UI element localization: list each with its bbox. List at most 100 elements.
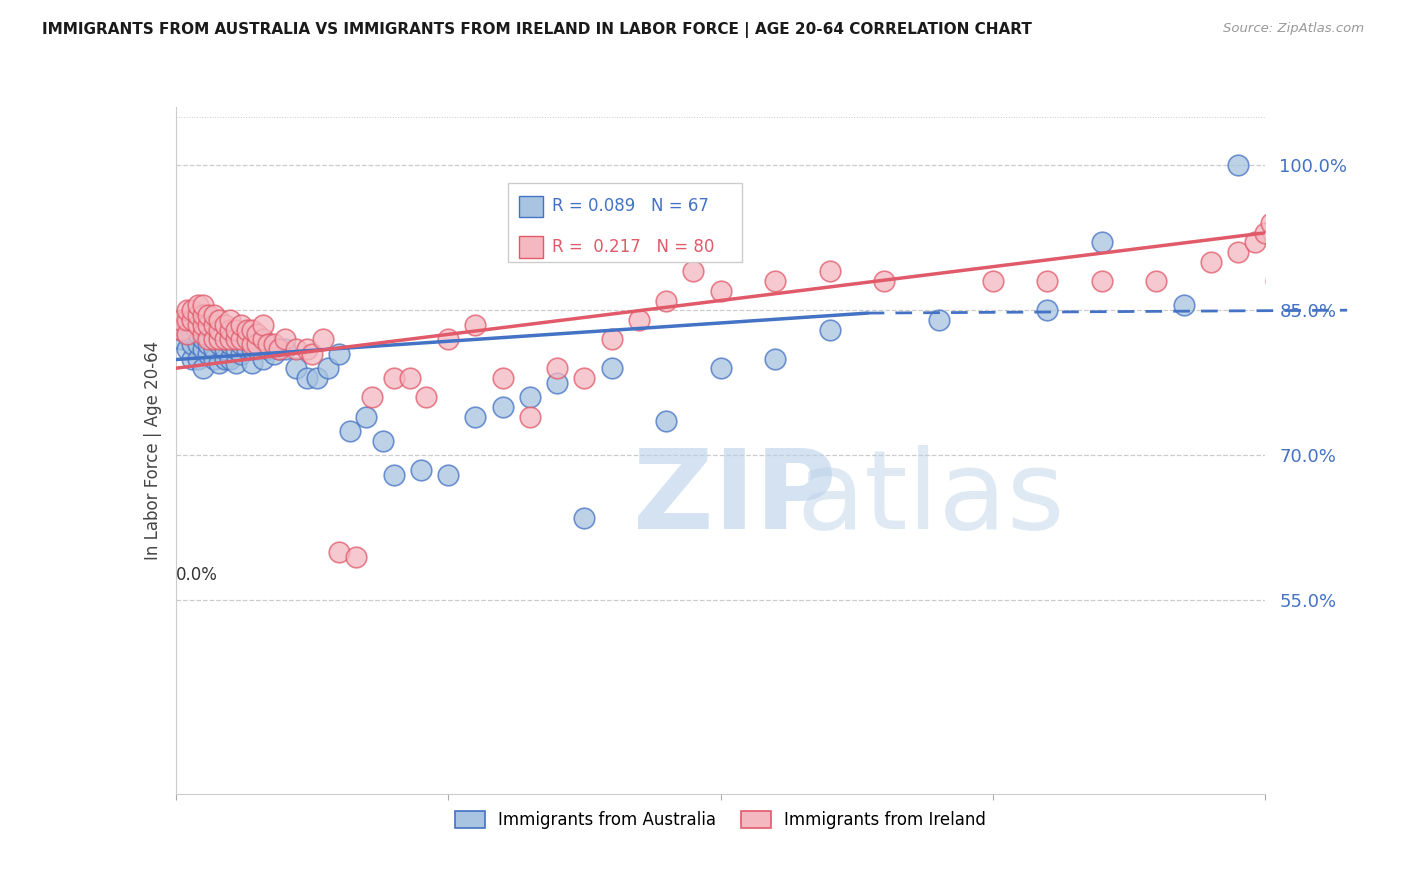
Point <box>328 545 350 559</box>
Point <box>208 356 231 370</box>
Point <box>763 274 786 288</box>
Point <box>197 332 219 346</box>
Point <box>197 327 219 342</box>
Point <box>710 284 733 298</box>
Point <box>181 313 204 327</box>
Point <box>307 371 329 385</box>
Point <box>246 337 269 351</box>
Point <box>181 318 204 332</box>
Point <box>682 264 704 278</box>
Point <box>339 424 361 438</box>
Point <box>219 322 242 336</box>
Text: ZIP: ZIP <box>633 445 837 552</box>
Point <box>176 327 198 342</box>
Text: atlas: atlas <box>797 445 1066 552</box>
Point <box>176 303 198 318</box>
Point <box>170 313 193 327</box>
Point <box>710 361 733 376</box>
Point <box>181 327 204 342</box>
Point <box>360 390 382 404</box>
Point <box>519 409 541 424</box>
Point <box>1277 158 1299 172</box>
Bar <box>519 236 543 258</box>
Point <box>1227 158 1250 172</box>
Point <box>202 342 225 356</box>
Point <box>202 351 225 366</box>
Legend: Immigrants from Australia, Immigrants from Ireland: Immigrants from Australia, Immigrants fr… <box>447 802 994 837</box>
Point <box>240 356 263 370</box>
Point <box>191 308 214 322</box>
Text: Source: ZipAtlas.com: Source: ZipAtlas.com <box>1223 22 1364 36</box>
Point <box>235 322 257 336</box>
Point <box>219 332 242 346</box>
Point <box>437 467 460 482</box>
Point <box>1260 216 1282 230</box>
Point <box>1199 255 1222 269</box>
Point <box>1265 274 1288 288</box>
Point <box>191 298 214 312</box>
Point <box>246 342 269 356</box>
Point <box>235 342 257 356</box>
Point <box>214 351 236 366</box>
Point <box>186 327 209 342</box>
Point <box>191 318 214 332</box>
Point <box>219 337 242 351</box>
Point <box>240 322 263 336</box>
Point <box>231 332 253 346</box>
Point <box>328 347 350 361</box>
Point <box>1243 235 1265 250</box>
Point <box>301 347 323 361</box>
Point <box>186 298 209 312</box>
Point <box>574 371 596 385</box>
Point <box>312 332 335 346</box>
Point <box>295 371 318 385</box>
Point <box>1271 255 1294 269</box>
Point <box>225 332 247 346</box>
Point <box>231 318 253 332</box>
Point <box>202 332 225 346</box>
Bar <box>519 195 543 218</box>
Point <box>202 318 225 332</box>
Point <box>1091 274 1114 288</box>
Point <box>344 549 367 564</box>
Point <box>818 264 841 278</box>
Point <box>214 332 236 346</box>
Point <box>492 400 515 414</box>
Point <box>415 390 437 404</box>
Point <box>546 376 568 390</box>
Point <box>382 467 405 482</box>
Point <box>214 318 236 332</box>
Point <box>191 332 214 346</box>
Point <box>197 308 219 322</box>
Point <box>170 332 193 346</box>
Point <box>186 351 209 366</box>
Point <box>818 322 841 336</box>
Point <box>600 361 623 376</box>
Point <box>202 332 225 346</box>
Point <box>214 342 236 356</box>
Point <box>318 361 340 376</box>
Point <box>1036 274 1059 288</box>
Point <box>1254 226 1277 240</box>
Y-axis label: In Labor Force | Age 20-64: In Labor Force | Age 20-64 <box>143 341 162 560</box>
Point <box>274 342 297 356</box>
Point <box>186 318 209 332</box>
Point <box>197 347 219 361</box>
Point <box>263 337 285 351</box>
Bar <box>508 183 742 261</box>
Point <box>269 342 291 356</box>
Point <box>1036 303 1059 318</box>
Point <box>519 390 541 404</box>
Point <box>186 308 209 322</box>
Point <box>928 313 950 327</box>
Point <box>600 332 623 346</box>
Point <box>763 351 786 366</box>
Point <box>371 434 394 448</box>
Point <box>1227 245 1250 260</box>
Point <box>191 361 214 376</box>
Text: IMMIGRANTS FROM AUSTRALIA VS IMMIGRANTS FROM IRELAND IN LABOR FORCE | AGE 20-64 : IMMIGRANTS FROM AUSTRALIA VS IMMIGRANTS … <box>42 22 1032 38</box>
Point <box>170 322 193 336</box>
Point <box>208 313 231 327</box>
Point <box>284 342 307 356</box>
Point <box>252 332 274 346</box>
